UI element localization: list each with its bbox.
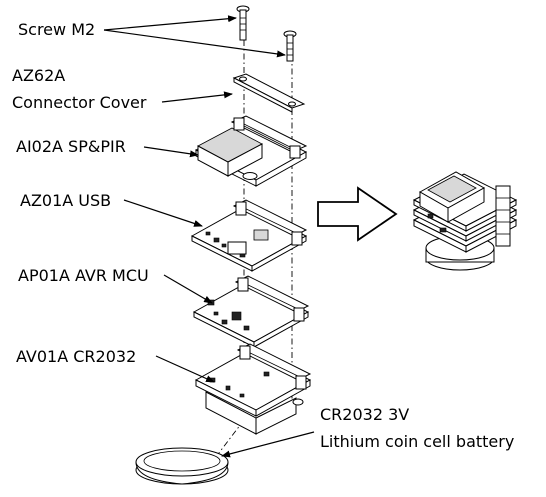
usb-board-label: AZ01A USB	[20, 191, 112, 210]
leader-lines	[103, 15, 315, 458]
mcu-board-part	[192, 275, 310, 348]
battery-type-label: CR2032 3V	[320, 405, 410, 424]
battery-board-part	[194, 343, 312, 435]
sensor-board-label: AI02A SP&PIR	[16, 137, 126, 156]
connector-cover-part	[232, 73, 306, 113]
cover-name-label: Connector Cover	[12, 93, 147, 112]
coin-cell-part	[135, 447, 229, 485]
sensor-board-part	[194, 115, 308, 187]
usb-board-part	[190, 199, 308, 272]
battery-board-label: AV01A CR2032	[16, 347, 137, 366]
assembled-stack	[412, 171, 518, 271]
screw-label: Screw M2	[18, 20, 96, 39]
mcu-board-label: AP01A AVR MCU	[18, 266, 149, 285]
screw-left	[236, 5, 250, 41]
battery-desc-label: Lithium coin cell battery	[320, 432, 515, 451]
assembly-arrow	[317, 186, 398, 242]
screw-right	[283, 30, 297, 62]
cover-part-label: AZ62A	[12, 66, 66, 85]
